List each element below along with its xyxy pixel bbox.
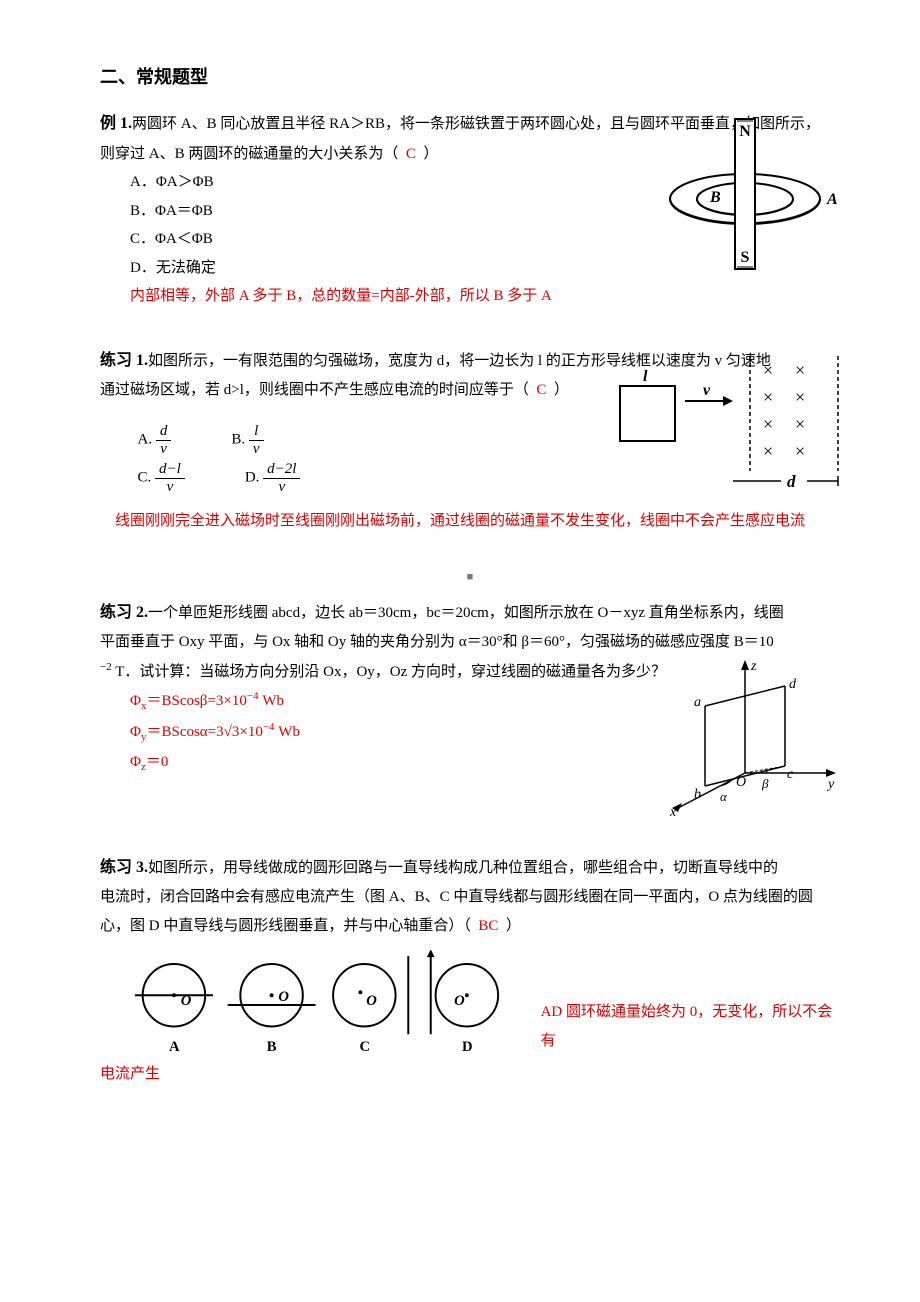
p3-label: 练习 3. [100,859,148,876]
section-title: 二、常规题型 [100,60,840,94]
svg-text:C: C [359,1039,370,1055]
p2-label: 练习 2. [100,604,148,621]
p3-stem-line1: 练习 3.如图所示，用导线做成的圆形回路与一直导线构成几种位置组合，哪些组合中，… [100,853,840,883]
ex1-stem2: 则穿过 A、B 两圆环的磁通量的大小关系为（ [100,146,398,162]
svg-text:×: × [795,387,805,407]
ex1-paren-close: ） [423,146,438,162]
p2-stem-line2: 平面垂直于 Oxy 平面，与 Ox 轴和 Oy 轴的夹角分别为 α＝30°和 β… [100,628,840,657]
svg-text:z: z [750,659,757,674]
p1-stem2: 通过磁场区域，若 d>l，则线圈中不产生感应电流的时间应等于（ [100,382,529,398]
svg-text:y: y [826,777,835,792]
p3-paren-close: ） [506,918,521,934]
svg-text:S: S [741,249,750,266]
ex1-figure: N S B A [660,114,840,285]
svg-text:×: × [763,387,773,407]
p1-opt-b: B. lv [231,423,263,457]
p2-stem-line1: 练习 2.一个单匝矩形线圈 abcd，边长 ab＝30cm，bc＝20cm，如图… [100,598,840,628]
p3-stem-line3: 心，图 D 中直导线与圆形线圈垂直，并与中心轴重合）（ BC ） [100,912,840,941]
svg-text:D: D [462,1039,473,1055]
p1-paren-close: ） [554,382,569,398]
p1-opt-a: A. dv [138,423,172,457]
svg-text:×: × [795,360,805,380]
svg-text:O: O [181,993,192,1009]
p2-sup: −2 [100,661,112,673]
ex1-label: 例 1. [100,115,132,132]
p3-figure: O A O B O C O D [130,950,521,1060]
p1-label: 练习 1. [100,352,148,369]
svg-text:c: c [787,767,794,782]
center-dot: ■ [100,567,840,588]
svg-text:×: × [763,441,773,461]
svg-text:O: O [454,993,465,1009]
p3-note: AD 圆环磁通量始终为 0，无变化，所以不会有 [541,998,840,1055]
p3-stem-line2: 电流时，闭合回路中会有感应电流产生（图 A、B、C 中直导线都与圆形线圈在同一平… [100,883,840,912]
p3-note2: 电流产生 [100,1060,840,1089]
svg-text:O: O [278,989,289,1005]
svg-text:A: A [826,191,838,208]
p1-figure: l v × × × × × × × × d [615,351,840,512]
example-1: N S B A 例 1.两圆环 A、B 同心放置且半径 RA＞RB，将一条形磁铁… [100,109,840,310]
svg-text:v: v [703,382,711,399]
svg-text:a: a [694,695,701,710]
svg-text:N: N [739,123,751,140]
svg-text:b: b [694,787,701,802]
practice-3: 练习 3.如图所示，用导线做成的圆形回路与一直导线构成几种位置组合，哪些组合中，… [100,853,840,1089]
svg-text:B: B [267,1039,277,1055]
svg-text:β: β [761,776,769,791]
svg-text:α: α [720,789,728,804]
svg-text:×: × [763,360,773,380]
svg-text:×: × [795,414,805,434]
svg-text:d: d [789,677,797,692]
p3-stem1: 如图所示，用导线做成的圆形回路与一直导线构成几种位置组合，哪些组合中，切断直导线… [148,860,778,876]
svg-text:B: B [709,189,721,206]
svg-text:×: × [763,414,773,434]
p3-stem3: 心，图 D 中直导线与圆形线圈垂直，并与中心轴重合）（ [100,918,471,934]
p3-figure-row: O A O B O C O D AD 圆环磁通量始终为 0，无变化，所以不会有 [130,950,840,1060]
svg-text:l: l [643,368,648,385]
p1-opt-d: D. d−2lv [245,461,301,495]
ex1-note: 内部相等，外部 A 多于 B，总的数量=内部-外部，所以 B 多于 A [100,282,840,311]
p2-stem3: T．试计算：当磁场方向分别沿 Ox，Oy，Oz 方向时，穿过线圈的磁通量各为多少… [112,664,666,680]
ex1-answer: C [406,146,416,162]
p2-stem1: 一个单匝矩形线圈 abcd，边长 ab＝30cm，bc＝20cm，如图所示放在 … [148,605,784,621]
svg-text:A: A [169,1039,180,1055]
svg-text:x: x [669,805,677,818]
p3-answer: BC [478,918,498,934]
p1-note: 线圈刚刚完全进入磁场时至线圈刚刚出磁场前，通过线圈的磁通量不发生变化，线圈中不会… [100,507,840,536]
svg-text:d: d [787,472,796,491]
svg-text:O: O [366,993,377,1009]
svg-text:×: × [795,441,805,461]
p2-figure: z y x O a d b c α β [650,658,840,829]
practice-1: l v ×× ×× ×× ×× d 练习 1.如图所示，一有限范围的匀强磁场，宽… [100,346,840,536]
p1-opt-c: C. d−lv [138,461,185,495]
p1-answer: C [536,382,546,398]
practice-2: z y x O a d b c α β 练习 2.一个单匝矩形线圈 abcd，边… [100,598,840,818]
